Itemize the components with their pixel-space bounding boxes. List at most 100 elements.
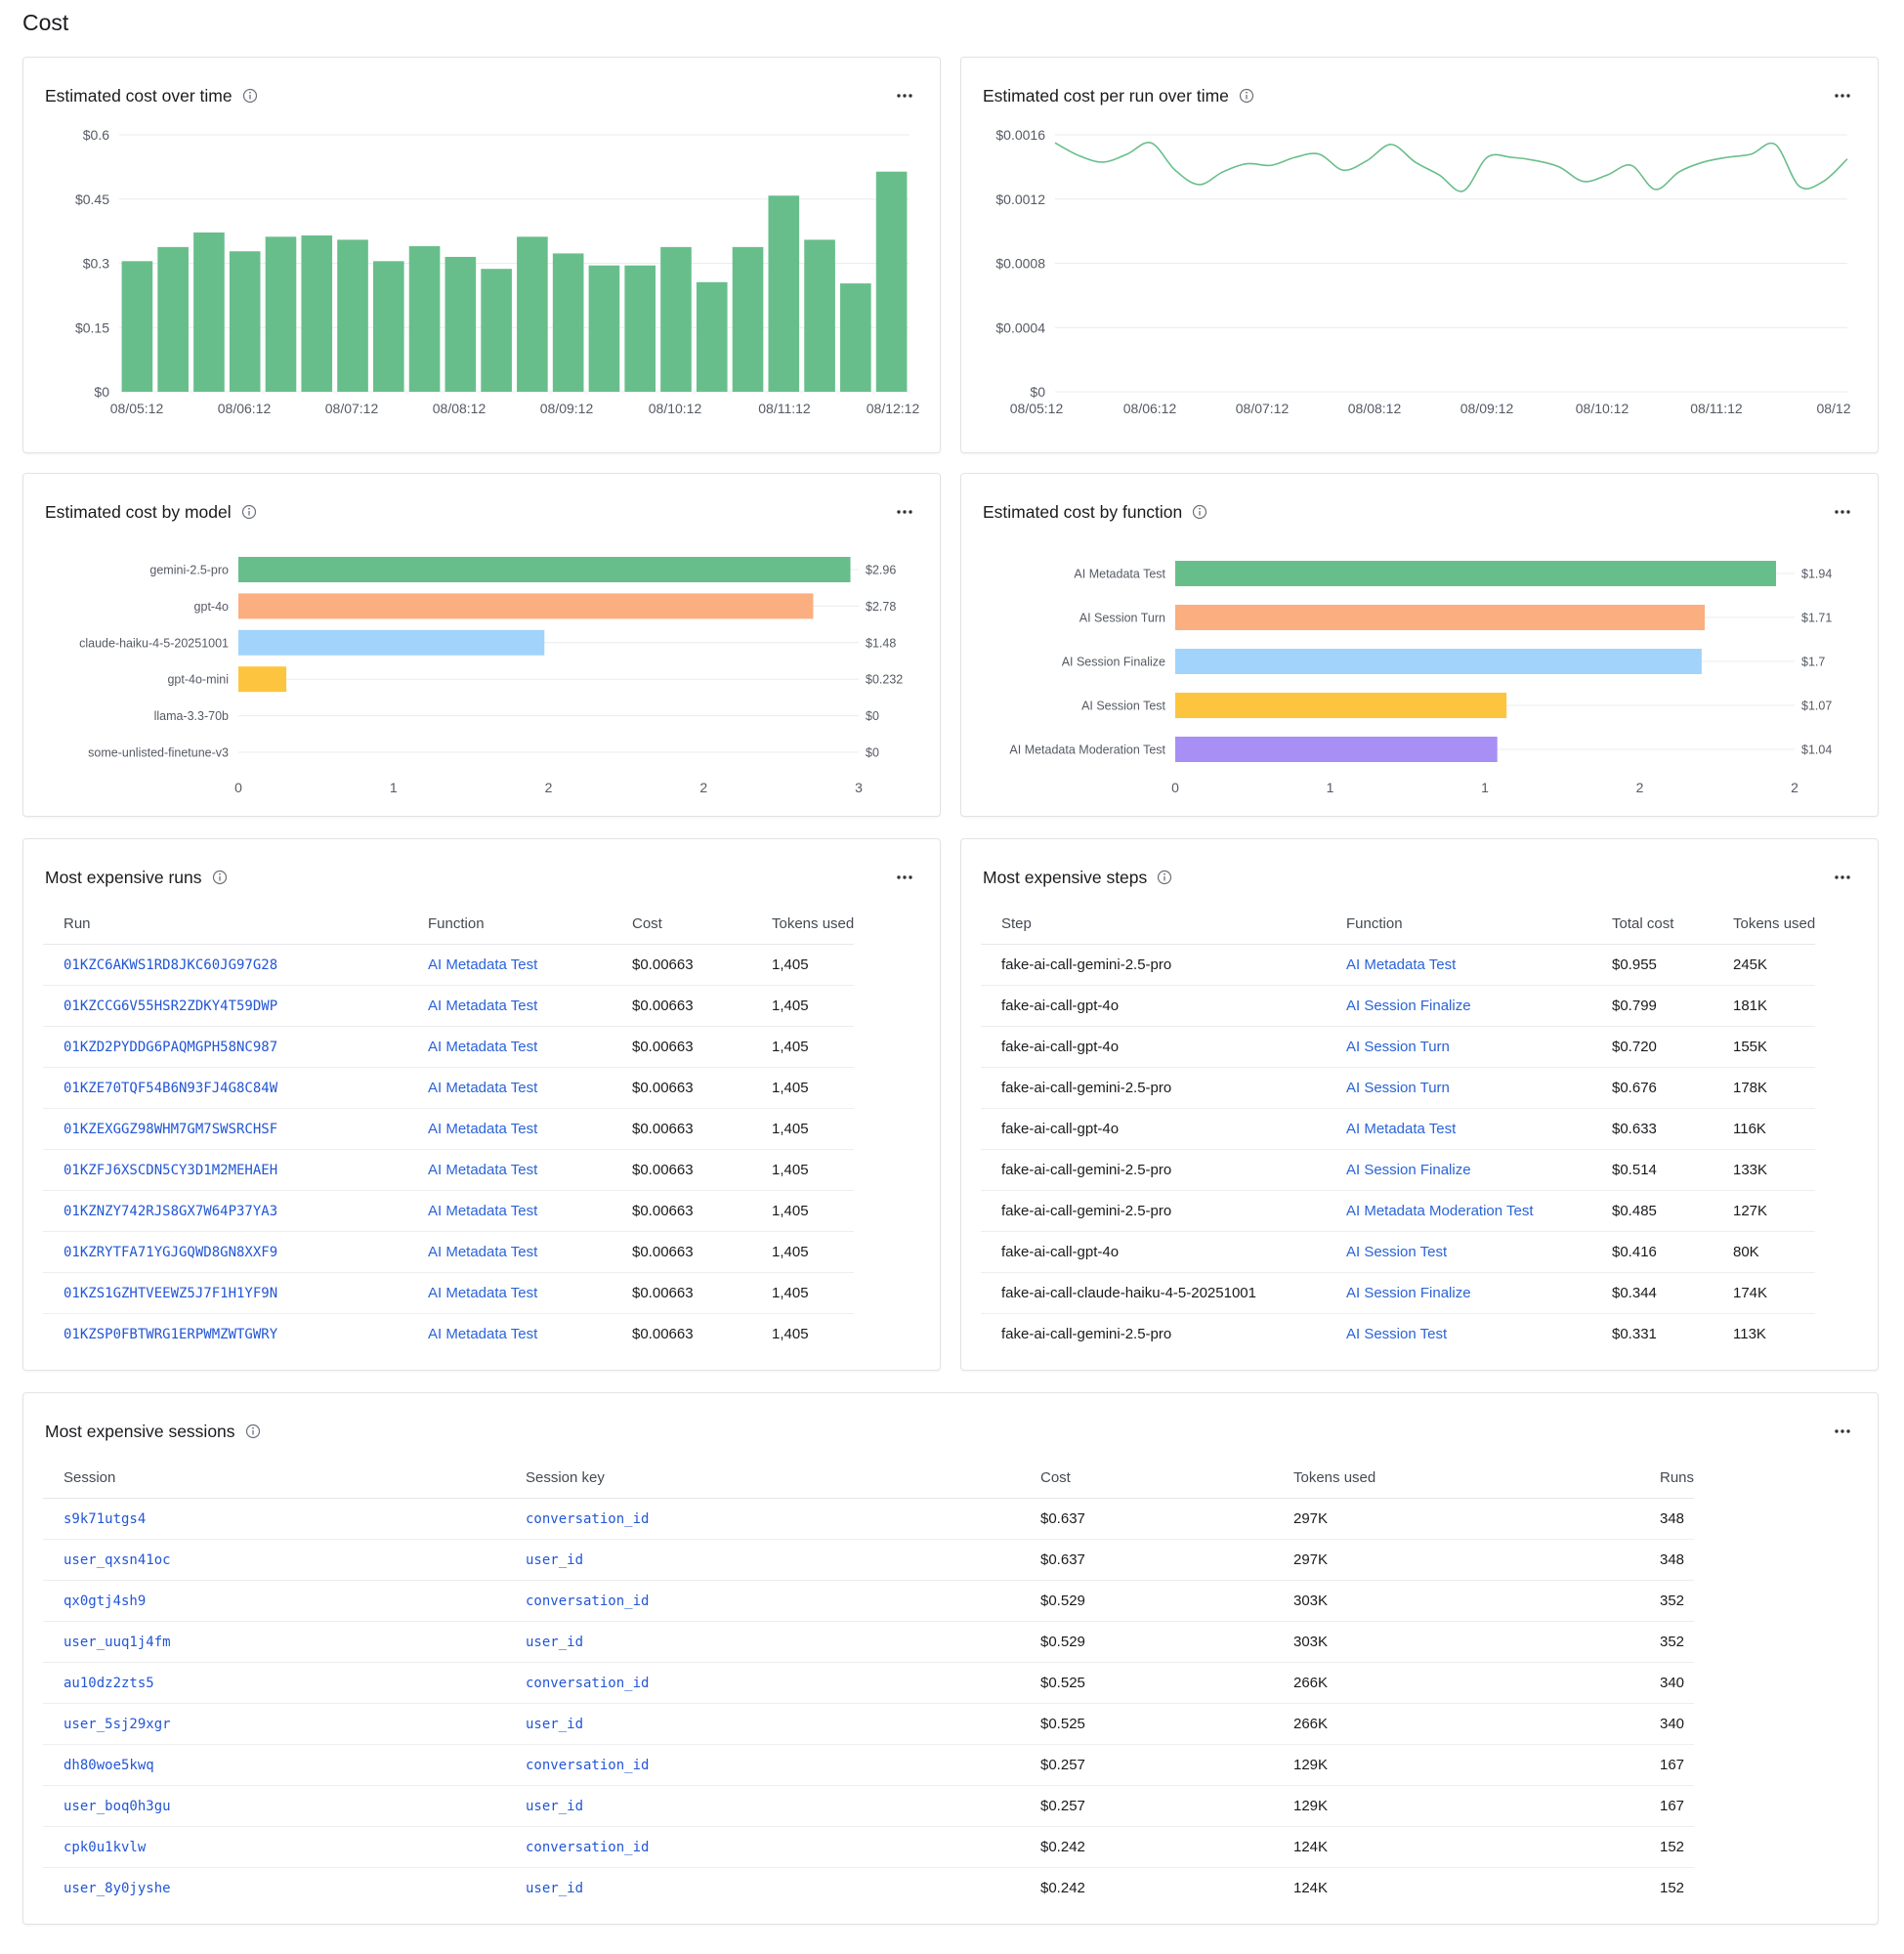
info-icon[interactable] xyxy=(245,1423,261,1439)
column-header[interactable]: Function xyxy=(1326,905,1591,945)
table-cell-link[interactable]: 01KZFJ6XSCDN5CY3D1M2MEHAEH xyxy=(63,1162,278,1178)
function-link[interactable]: AI Metadata Test xyxy=(428,1038,538,1055)
table-cell-link[interactable]: 01KZEXGGZ98WHM7GM7SWSRCHSF xyxy=(63,1121,278,1137)
table-cell-link[interactable]: au10dz2zts5 xyxy=(63,1675,154,1691)
column-header[interactable]: Cost xyxy=(612,905,751,945)
table-row[interactable]: fake-ai-call-gemini-2.5-pro AI Metadata T… xyxy=(981,944,1816,986)
function-link[interactable]: AI Session Test xyxy=(1346,1325,1448,1342)
function-link[interactable]: AI Session Finalize xyxy=(1346,1284,1471,1301)
function-link[interactable]: AI Session Turn xyxy=(1346,1079,1450,1096)
column-header[interactable]: Tokens used xyxy=(1273,1459,1639,1499)
function-link[interactable]: AI Metadata Test xyxy=(1346,1120,1457,1137)
column-header[interactable]: Total cost xyxy=(1591,905,1713,945)
column-header[interactable]: Function xyxy=(407,905,612,945)
column-header[interactable]: Step xyxy=(981,905,1326,945)
info-icon[interactable] xyxy=(241,504,257,520)
function-link[interactable]: AI Metadata Moderation Test xyxy=(1346,1202,1534,1219)
function-link[interactable]: AI Session Finalize xyxy=(1346,1161,1471,1178)
table-cell-link[interactable]: 01KZE70TQF54B6N93FJ4G8C84W xyxy=(63,1080,278,1096)
table-row[interactable]: au10dz2zts5 conversation_id $0.525 266K 340 xyxy=(43,1662,1695,1704)
more-options-button[interactable] xyxy=(1829,84,1856,107)
table-row[interactable]: fake-ai-call-claude-haiku-4-5-20251001 AI… xyxy=(981,1272,1816,1314)
column-header[interactable]: Run xyxy=(43,905,407,945)
function-link[interactable]: AI Metadata Test xyxy=(428,1243,538,1260)
table-row[interactable]: 01KZFJ6XSCDN5CY3D1M2MEHAEH AI Metadata Te… xyxy=(43,1149,855,1191)
function-link[interactable]: AI Metadata Test xyxy=(428,1120,538,1137)
info-icon[interactable] xyxy=(1239,88,1254,104)
table-cell-link[interactable]: user_id xyxy=(526,1798,584,1814)
function-link[interactable]: AI Session Turn xyxy=(1346,1038,1450,1055)
more-options-button[interactable] xyxy=(1829,866,1856,889)
table-row[interactable]: 01KZSP0FBTWRG1ERPWMZWTGWRY AI Metadata Te… xyxy=(43,1313,854,1354)
function-link[interactable]: AI Session Test xyxy=(1346,1243,1448,1260)
column-header[interactable]: Cost xyxy=(1020,1459,1273,1499)
table-cell-link[interactable]: conversation_id xyxy=(526,1839,650,1855)
table-cell-link[interactable]: 01KZSP0FBTWRG1ERPWMZWTGWRY xyxy=(63,1326,278,1342)
function-link[interactable]: AI Metadata Test xyxy=(428,1161,538,1178)
info-icon[interactable] xyxy=(1157,870,1172,885)
table-row[interactable]: user_boq0h3gu user_id $0.257 129K 167 xyxy=(43,1785,1695,1827)
more-options-button[interactable] xyxy=(1829,1420,1856,1443)
table-row[interactable]: qx0gtj4sh9 conversation_id $0.529 303K 352 xyxy=(43,1580,1695,1622)
table-cell-link[interactable]: dh80woe5kwq xyxy=(63,1757,154,1773)
more-options-button[interactable] xyxy=(1829,500,1856,524)
table-cell-link[interactable]: 01KZRYTFA71YGJGQWD8GN8XXF9 xyxy=(63,1244,278,1260)
table-cell-link[interactable]: 01KZNZY742RJS8GX7W64P37YA3 xyxy=(63,1203,278,1219)
table-row[interactable]: fake-ai-call-gpt-4o AI Session Finalize $0… xyxy=(981,985,1816,1027)
table-cell-link[interactable]: conversation_id xyxy=(526,1675,650,1691)
more-options-button[interactable] xyxy=(891,866,918,889)
table-cell-link[interactable]: user_id xyxy=(526,1716,584,1732)
table-cell-link[interactable]: 01KZC6AKWS1RD8JKC60JG97G28 xyxy=(63,956,278,973)
table-row[interactable]: fake-ai-call-gemini-2.5-pro AI Session Tu… xyxy=(981,1067,1816,1109)
info-icon[interactable] xyxy=(242,88,258,104)
table-cell-link[interactable]: 01KZCCG6V55HSR2ZDKY4T59DWP xyxy=(63,998,278,1014)
table-cell-link[interactable]: user_id xyxy=(526,1551,584,1568)
info-icon[interactable] xyxy=(212,870,228,885)
column-header[interactable]: Session xyxy=(43,1459,505,1499)
table-row[interactable]: user_uuq1j4fm user_id $0.529 303K 352 xyxy=(43,1621,1695,1663)
column-header[interactable]: Tokens used xyxy=(1713,905,1816,945)
table-cell-link[interactable]: user_boq0h3gu xyxy=(63,1798,171,1814)
table-row[interactable]: dh80woe5kwq conversation_id $0.257 129K 167 xyxy=(43,1744,1695,1786)
table-row[interactable]: user_8y0jyshe user_id $0.242 124K 152 xyxy=(43,1867,1694,1908)
table-cell-link[interactable]: cpk0u1kvlw xyxy=(63,1839,147,1855)
table-row[interactable]: user_5sj29xgr user_id $0.525 266K 340 xyxy=(43,1703,1695,1745)
more-options-button[interactable] xyxy=(891,500,918,524)
table-cell-link[interactable]: user_id xyxy=(526,1880,584,1896)
function-link[interactable]: AI Metadata Test xyxy=(428,1079,538,1096)
table-cell-link[interactable]: user_8y0jyshe xyxy=(63,1880,171,1896)
table-row[interactable]: fake-ai-call-gemini-2.5-pro AI Session Fi… xyxy=(981,1149,1816,1191)
table-cell-link[interactable]: conversation_id xyxy=(526,1757,650,1773)
table-cell-link[interactable]: conversation_id xyxy=(526,1510,650,1527)
table-cell-link[interactable]: user_qxsn41oc xyxy=(63,1551,171,1568)
column-header[interactable]: Runs xyxy=(1639,1459,1695,1499)
table-row[interactable]: 01KZNZY742RJS8GX7W64P37YA3 AI Metadata Te… xyxy=(43,1190,855,1232)
table-cell-link[interactable]: user_5sj29xgr xyxy=(63,1716,171,1732)
function-link[interactable]: AI Metadata Test xyxy=(428,956,538,973)
function-link[interactable]: AI Metadata Test xyxy=(428,1325,538,1342)
table-row[interactable]: 01KZD2PYDDG6PAQMGPH58NC987 AI Metadata Te… xyxy=(43,1026,855,1068)
table-cell-link[interactable]: qx0gtj4sh9 xyxy=(63,1593,147,1609)
info-icon[interactable] xyxy=(1192,504,1207,520)
table-row[interactable]: fake-ai-call-gpt-4o AI Metadata Test $0.63… xyxy=(981,1108,1816,1150)
table-row[interactable]: 01KZRYTFA71YGJGQWD8GN8XXF9 AI Metadata Te… xyxy=(43,1231,855,1273)
more-options-button[interactable] xyxy=(891,84,918,107)
function-link[interactable]: AI Metadata Test xyxy=(428,1202,538,1219)
column-header[interactable]: Tokens used xyxy=(751,905,855,945)
table-row[interactable]: 01KZE70TQF54B6N93FJ4G8C84W AI Metadata Te… xyxy=(43,1067,855,1109)
function-link[interactable]: AI Metadata Test xyxy=(428,997,538,1014)
table-row[interactable]: s9k71utgs4 conversation_id $0.637 297K 348 xyxy=(43,1498,1695,1540)
function-link[interactable]: AI Metadata Test xyxy=(428,1284,538,1301)
table-cell-link[interactable]: 01KZS1GZHTVEEWZ5J7F1H1YF9N xyxy=(63,1285,278,1301)
table-row[interactable]: fake-ai-call-gemini-2.5-pro AI Session Te… xyxy=(981,1313,1815,1354)
table-row[interactable]: cpk0u1kvlw conversation_id $0.242 124K 152 xyxy=(43,1826,1695,1868)
table-cell-link[interactable]: user_id xyxy=(526,1634,584,1650)
table-row[interactable]: fake-ai-call-gemini-2.5-pro AI Metadata M… xyxy=(981,1190,1816,1232)
table-row[interactable]: 01KZCCG6V55HSR2ZDKY4T59DWP AI Metadata Te… xyxy=(43,985,855,1027)
table-cell-link[interactable]: 01KZD2PYDDG6PAQMGPH58NC987 xyxy=(63,1039,278,1055)
function-link[interactable]: AI Metadata Test xyxy=(1346,956,1457,973)
table-row[interactable]: 01KZS1GZHTVEEWZ5J7F1H1YF9N AI Metadata Te… xyxy=(43,1272,855,1314)
table-cell-link[interactable]: s9k71utgs4 xyxy=(63,1510,147,1527)
table-row[interactable]: fake-ai-call-gpt-4o AI Session Test $0.416… xyxy=(981,1231,1816,1273)
table-cell-link[interactable]: user_uuq1j4fm xyxy=(63,1634,171,1650)
